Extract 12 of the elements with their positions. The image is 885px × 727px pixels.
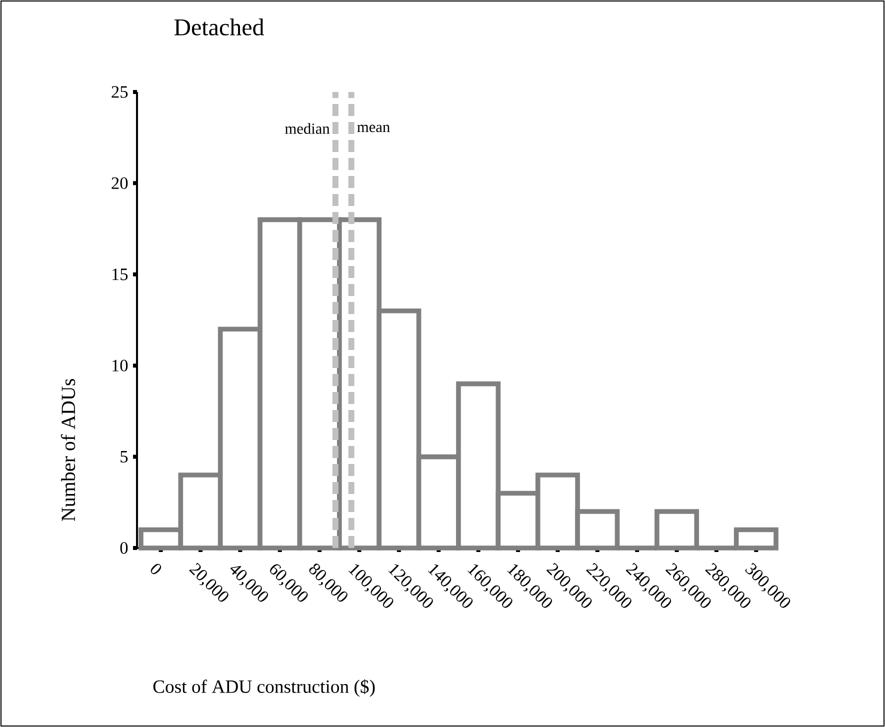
y-tick-label: 5 (120, 451, 128, 463)
y-axis-title: Number of ADUs (60, 379, 76, 522)
chart-title: Detached (174, 18, 264, 36)
y-tick-label: 0 (120, 542, 128, 554)
x-tick-label: 0 (150, 564, 162, 574)
y-tick-label: 10 (112, 360, 128, 372)
y-tick-label: 20 (112, 177, 128, 190)
ref-line-label: median (285, 123, 330, 134)
y-tick-label: 15 (112, 268, 128, 280)
ref-line-label: mean (357, 124, 390, 132)
x-axis-title: Cost of ADU construction ($) (153, 679, 375, 697)
y-tick-label: 25 (112, 86, 128, 98)
